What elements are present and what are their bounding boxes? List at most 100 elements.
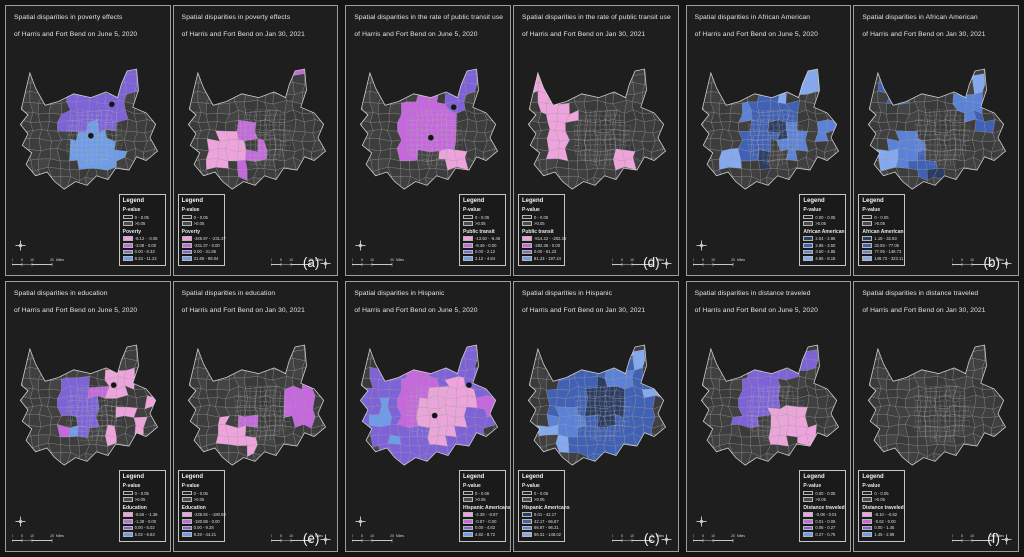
legend-pvalue-items: 0 - 0.05 >0.05 — [122, 490, 163, 502]
legend-swatch — [522, 243, 532, 248]
scale-bar-tick-label: 10 — [30, 258, 34, 262]
legend-class-items: 9.01 - 42.17 42.17 - 66.87 66.87 - 96.31 96… — [522, 512, 562, 537]
scale-bar-unit: Miles — [56, 258, 64, 262]
legend-pvalue-label: 0 - 0.05 — [534, 490, 549, 496]
legend-swatch — [122, 525, 133, 531]
legend-swatch — [463, 519, 473, 524]
legend-pvalue-label: 0 - 0.05 — [534, 214, 549, 220]
panel-pair: Spatial disparities in the rate of publi… — [345, 5, 679, 276]
legend-class-label: 0.00 - 31.85 — [193, 249, 217, 255]
legend-pvalue-label: >0.05 — [134, 221, 146, 227]
legend-swatch — [463, 490, 473, 496]
scale-bar-tick-label: 10 — [970, 534, 974, 538]
legend-variable-header: Education — [122, 504, 147, 511]
legend-class-label: 0.01 - 0.06 — [815, 518, 836, 524]
scale-bar-tick-label: 0 — [612, 534, 613, 538]
legend-class-label: 0.00 - 8.33 — [134, 249, 155, 255]
legend-class-item: 1.45 - 2.98 — [862, 532, 902, 537]
legend-swatch — [522, 519, 532, 524]
legend-class-items: 2.04 - 2.86 2.86 - 3.50 3.50 - 4.85 4.85 - … — [803, 236, 843, 261]
scale-bar-tick-label: 0 — [612, 258, 613, 262]
legend-swatch — [122, 490, 133, 496]
scale-bar-tick-label: 10 — [630, 258, 634, 262]
legend-swatch — [862, 525, 873, 531]
county-outline — [19, 68, 159, 190]
legend-pvalue-label: 0 - 0.05 — [193, 490, 208, 496]
legend-swatch — [522, 525, 532, 531]
compass-container — [696, 238, 707, 256]
legend-swatch — [122, 236, 133, 242]
pair-label-text: (b) — [983, 254, 1001, 270]
legend-swatch — [463, 256, 473, 261]
legend-class-label: -238.92 - -180.88 — [193, 512, 226, 518]
county-outline — [868, 344, 1007, 466]
scale-bar-tick-label: 5 — [961, 534, 963, 538]
legend-class-label: -8.46 - 0.00 — [475, 242, 497, 248]
legend-pvalue-item: >0.05 — [522, 221, 562, 226]
legend-class-item: 81.23 - 197.24 — [522, 256, 562, 261]
legend-title: Legend — [803, 198, 825, 205]
legend-pvalue-label: 0 - 0.05 — [475, 214, 490, 220]
map-panel: Spatial disparities in African American … — [853, 5, 1019, 276]
map-panel: Spatial disparities in education of Harr… — [5, 281, 171, 552]
compass-icon — [661, 534, 672, 545]
legend-pvalue-item: 0 - 0.05 — [522, 491, 562, 496]
legend-pvalue-items: 0 - 0.05 >0.05 — [522, 491, 562, 502]
legend-swatch — [522, 256, 532, 261]
legend-title: Legend — [181, 474, 204, 481]
map-legend: Legend P-value 0 - 0.05 >0.05 Public tran… — [459, 194, 506, 266]
urban-core-tract-lines — [746, 385, 804, 442]
compass-container — [355, 238, 366, 256]
legend-class-label: 0.00 - 5.02 — [134, 525, 155, 531]
panel-row: Spatial disparities in poverty effects o… — [5, 5, 1019, 276]
pair-label: (c) — [644, 531, 672, 546]
panel-title: Spatial disparities in distance traveled… — [695, 290, 847, 314]
choropleth-map — [868, 344, 1007, 466]
legend-class-item: -0.62 - 0.00 — [862, 519, 902, 524]
scale-bar-tick-label: 0 — [693, 534, 694, 538]
panel-title-line1: Spatial disparities in Hispanic — [354, 290, 445, 297]
legend-swatch — [522, 512, 532, 518]
legend-pvalue-item: >0.05 — [803, 497, 843, 502]
legend-pvalue-label: 0.00 - 0.05 — [815, 490, 836, 496]
legend-class-item: -8.56 - -1.38 — [122, 512, 163, 517]
legend-variable-header: African American — [803, 228, 845, 235]
legend-swatch — [122, 221, 133, 226]
legend-title: Legend — [803, 474, 825, 481]
legend-class-item: -814.22 - -282.36 — [522, 236, 566, 241]
pair-label: (f) — [987, 531, 1012, 546]
scale-bar-tick-label: 10 — [370, 258, 374, 262]
scale-bar-tick-label: 0 — [952, 534, 953, 538]
legend-variable-header: Distance traveled — [862, 504, 904, 511]
scale-bar-unit: Miles — [737, 258, 745, 262]
legend-class-item: 0.00 - 5.02 — [122, 525, 163, 531]
county-outline — [700, 68, 839, 190]
legend-variable-header: Hispanic Americans — [463, 504, 511, 511]
compass-icon — [1001, 258, 1012, 269]
legend-pvalue-label: 0 - 0.05 — [475, 490, 490, 496]
legend-pvalue-label: 0.00 - 0.05 — [815, 214, 836, 220]
legend-pvalue-items: 0 - 0.05 >0.05 — [862, 491, 902, 502]
scale-bar-unit: Miles — [737, 534, 745, 538]
legend-class-label: -180.88 - 0.00 — [193, 518, 220, 524]
legend-class-item: -231.37 - 0.00 — [181, 243, 222, 248]
legend-title: Legend — [463, 474, 485, 481]
urban-core-tract-lines — [914, 385, 972, 442]
scale-bar-unit: Miles — [996, 258, 1004, 262]
scale-bar-tick-label: 0 — [952, 258, 953, 262]
compass-container — [15, 514, 26, 532]
legend-pvalue-item: >0.05 — [463, 497, 503, 502]
legend-class-item: 9.28 - 44.21 — [181, 532, 222, 537]
scale-bar-tick-label: 20 — [650, 258, 654, 262]
scale-bar-tick-label: 10 — [370, 534, 374, 538]
compass-container — [15, 238, 26, 256]
legend-swatch — [522, 532, 532, 537]
legend-class-label: 0.00 - 2.12 — [475, 249, 496, 255]
legend-class-item: 148.73 - 323.11 — [862, 256, 903, 261]
panel-title-line1: Spatial disparities in poverty effects — [181, 14, 291, 21]
legend-class-label: -3.08 - 0.00 — [134, 242, 157, 248]
panel-title: Spatial disparities in distance traveled… — [862, 290, 1014, 314]
